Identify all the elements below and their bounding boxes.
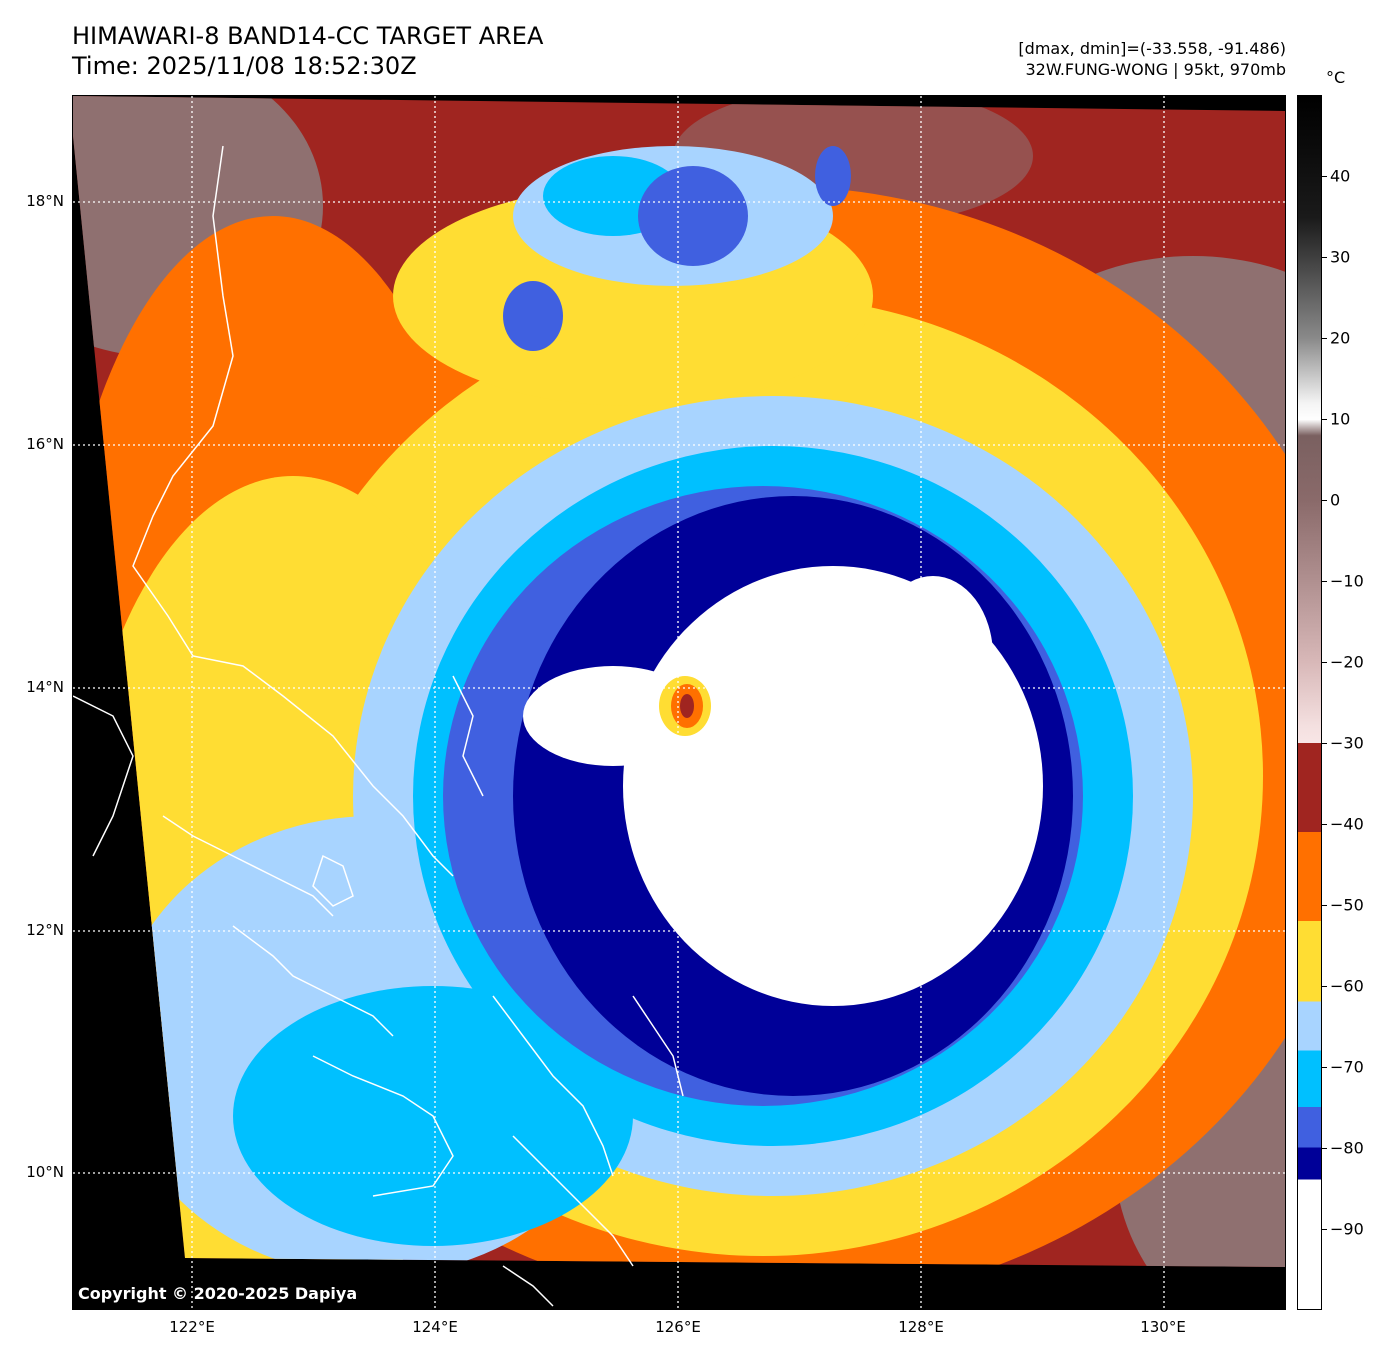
- lon-label-128: 128°E: [898, 1318, 944, 1336]
- colorbar-tick-label: 20: [1330, 328, 1351, 348]
- lat-label-10: 10°N: [26, 1163, 64, 1181]
- colorbar-tick-label: −40: [1330, 814, 1364, 834]
- colorbar-tick: [1322, 176, 1327, 177]
- colorbar-tick-label: 10: [1330, 409, 1351, 429]
- colorbar-tick-label: −90: [1330, 1219, 1364, 1239]
- colorbar-tick-label: −30: [1330, 733, 1364, 753]
- colorbar-tick-label: −10: [1330, 571, 1364, 591]
- lat-label-18: 18°N: [26, 192, 64, 210]
- colorbar-tick: [1322, 662, 1327, 663]
- colorbar-tick: [1322, 338, 1327, 339]
- colorbar-tick: [1322, 905, 1327, 906]
- colorbar-tick-label: 30: [1330, 247, 1351, 267]
- lon-label-126: 126°E: [655, 1318, 701, 1336]
- cloud-top-layers: [73, 96, 1285, 1267]
- colorbar-tick-label: 0: [1330, 490, 1341, 510]
- colorbar-tick-label: −80: [1330, 1138, 1364, 1158]
- lon-label-122: 122°E: [169, 1318, 215, 1336]
- satellite-imagery: [73, 96, 1285, 1309]
- lat-label-12: 12°N: [26, 921, 64, 939]
- colorbar-tick-label: −20: [1330, 652, 1364, 672]
- colorbar-tick: [1322, 581, 1327, 582]
- lat-label-16: 16°N: [26, 435, 64, 453]
- colorbar-tick: [1322, 1148, 1327, 1149]
- satellite-map: [72, 95, 1286, 1310]
- colorbar-tick: [1322, 824, 1327, 825]
- colorbar-tick-label: −70: [1330, 1057, 1364, 1077]
- colorbar-tick-label: 40: [1330, 166, 1351, 186]
- colorbar-tick: [1322, 1067, 1327, 1068]
- colorbar-tick: [1322, 257, 1327, 258]
- colorbar-tick: [1322, 743, 1327, 744]
- colorbar: [1297, 95, 1322, 1310]
- colorbar-tick: [1322, 1229, 1327, 1230]
- colorbar-unit: °C: [1326, 68, 1346, 87]
- data-range-info: [dmax, dmin]=(-33.558, -91.486): [1018, 39, 1286, 58]
- colorbar-tick-label: −50: [1330, 895, 1364, 915]
- colorbar-tick: [1322, 419, 1327, 420]
- graticule: [73, 96, 1285, 1309]
- lat-label-14: 14°N: [26, 678, 64, 696]
- colorbar-tick-label: −60: [1330, 976, 1364, 996]
- lon-label-124: 124°E: [412, 1318, 458, 1336]
- colorbar-tick: [1322, 986, 1327, 987]
- colorbar-tick: [1322, 500, 1327, 501]
- chart-title: HIMAWARI-8 BAND14-CC TARGET AREA: [72, 22, 544, 50]
- copyright-notice: Copyright © 2020-2025 Dapiya: [78, 1284, 358, 1303]
- timestamp: Time: 2025/11/08 18:52:30Z: [72, 52, 417, 80]
- lon-label-130: 130°E: [1140, 1318, 1186, 1336]
- storm-info: 32W.FUNG-WONG | 95kt, 970mb: [1025, 60, 1286, 79]
